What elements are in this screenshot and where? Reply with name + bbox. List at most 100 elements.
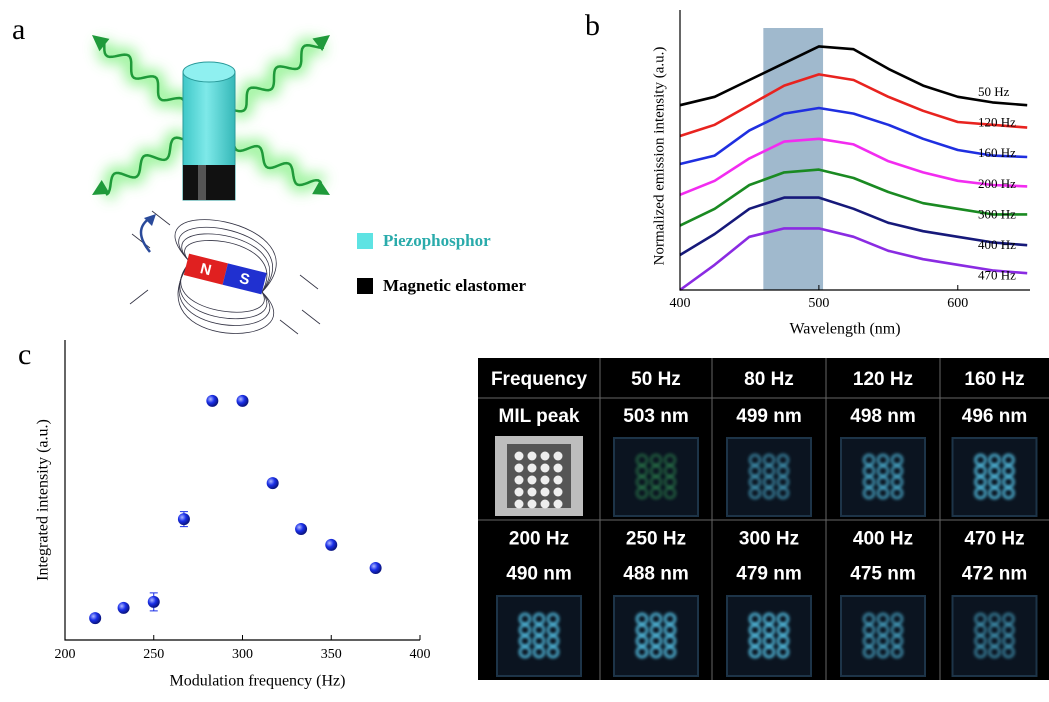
emission-spot: [635, 645, 649, 659]
table-cell: 499 nm: [736, 406, 801, 427]
table-cell: 496 nm: [962, 406, 1027, 427]
photo-dot: [540, 463, 550, 473]
emission-spot: [663, 486, 677, 500]
table-cell: 479 nm: [736, 564, 801, 585]
table-cell: 300 Hz: [739, 529, 799, 550]
emission-arrowhead: [92, 179, 110, 195]
emission-spot: [748, 645, 762, 659]
x-tick-label: 200: [55, 647, 76, 662]
field-line: [174, 219, 277, 293]
spectrum-line: [679, 227, 1028, 292]
emission-spot: [762, 486, 776, 500]
table-cell: 472 nm: [962, 564, 1027, 585]
legend-swatch: [357, 233, 373, 249]
table-cell: 50 Hz: [631, 369, 681, 390]
emission-spot: [974, 486, 987, 500]
emission-spot: [862, 486, 876, 500]
emission-spot: [663, 645, 677, 659]
spectrum-line: [679, 73, 1028, 138]
diagram: N S Piezophosphor Magnetic elastomer: [92, 35, 526, 335]
photo-dot: [553, 499, 563, 509]
emission-spot: [876, 645, 890, 659]
x-tick-label: 600: [947, 296, 968, 311]
data-point: [236, 394, 249, 407]
table-cell: 498 nm: [850, 406, 915, 427]
table-cell: 488 nm: [623, 564, 688, 585]
magnetic-elastomer: [183, 165, 235, 200]
field-line: [279, 319, 299, 335]
data-point: [325, 538, 338, 551]
emission-spot: [748, 486, 762, 500]
emission-spot: [890, 486, 904, 500]
photo-dot: [527, 451, 537, 461]
data-point: [295, 523, 308, 535]
field-line: [129, 289, 149, 305]
series-label: 300 Hz: [978, 206, 1016, 221]
magnet-label: S: [238, 270, 252, 289]
emission-spot: [635, 486, 649, 500]
spectrum-line: [679, 106, 1028, 166]
magnet-north: [183, 253, 228, 285]
legend-label: Piezophosphor: [383, 231, 491, 250]
panel-label: c: [18, 338, 31, 371]
emission-spot: [974, 645, 987, 659]
data-point: [266, 477, 279, 490]
emission-spot: [988, 486, 1001, 500]
spectra-chart: 50 Hz 120 Hz 160 Hz 200 Hz 300 Hz 400 Hz 470 H…: [651, 10, 1030, 338]
axis: [64, 340, 420, 641]
spectrum-line: [679, 45, 1028, 107]
table-cell: 503 nm: [623, 406, 688, 427]
emission-spot: [518, 645, 532, 659]
emission-spot: [532, 645, 546, 659]
panel-label: b: [585, 9, 600, 42]
x-tick-label: 350: [321, 647, 342, 662]
emission-spot: [649, 645, 663, 659]
table-cell: 470 Hz: [964, 529, 1024, 550]
emission-spot: [988, 645, 1001, 659]
x-tick-label: 300: [232, 647, 253, 662]
table-cell: MIL peak: [499, 406, 580, 427]
photo-dot: [553, 487, 563, 497]
emission-spot: [762, 645, 776, 659]
highlight-band: [763, 28, 824, 290]
photo-dot: [514, 475, 524, 485]
table-cell: 120 Hz: [853, 369, 913, 390]
photo-dot: [540, 487, 550, 497]
emission-spot: [776, 486, 790, 500]
emission-spot: [876, 486, 890, 500]
emission-wave: [105, 136, 186, 196]
emission-spot: [776, 645, 790, 659]
table-cell: 200 Hz: [509, 529, 569, 550]
photo-dot: [514, 463, 524, 473]
data-point: [89, 612, 102, 625]
intensity-chart: 200 250 300 350 400 Modulation frequency (Hz)…: [35, 340, 431, 690]
x-tick-label: 250: [143, 647, 164, 662]
highlight: [198, 165, 206, 200]
y-axis-label: Integrated intensity (a.u.): [35, 419, 52, 581]
legend-swatch: [357, 278, 373, 294]
legend-label: Magnetic elastomer: [383, 276, 526, 295]
table-cell: 250 Hz: [626, 529, 686, 550]
cylinder-top: [182, 61, 236, 83]
series-label: 200 Hz: [978, 176, 1016, 191]
data-point: [117, 601, 130, 614]
x-axis-label: Wavelength (nm): [789, 321, 900, 338]
panel-label: a: [12, 13, 25, 46]
photo-dot: [514, 451, 524, 461]
emission-spot: [649, 486, 663, 500]
photo-dot: [540, 451, 550, 461]
field-line: [131, 233, 151, 249]
series-label: 470 Hz: [978, 268, 1016, 283]
field-line: [301, 309, 321, 325]
data-point: [147, 595, 160, 608]
data-point: [177, 513, 190, 526]
emission-arrowhead: [92, 35, 110, 52]
photo-dot: [514, 499, 524, 509]
magnet-south: [222, 263, 267, 295]
series-label: 120 Hz: [978, 115, 1016, 130]
table-cell: 80 Hz: [744, 369, 794, 390]
emission-frame: [951, 595, 1038, 677]
photo-dot: [527, 487, 537, 497]
image-table: Frequency 50 Hz 80 Hz 120 Hz 160 Hz MIL peak 5…: [478, 358, 1049, 680]
emission-wave: [231, 139, 323, 187]
